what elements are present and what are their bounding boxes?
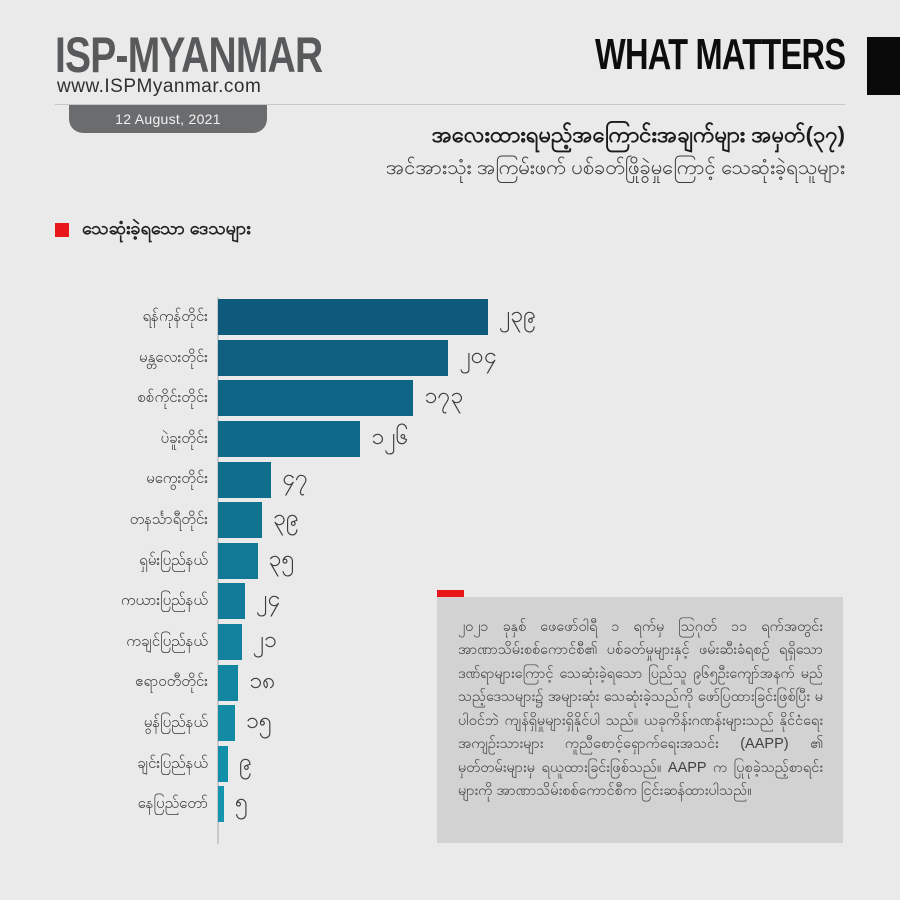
deaths-by-region-bar-chart: ရန်ကုန်တိုင်း ၂၃၉မန္တလေးတိုင်း ၂၀၄စစ်ကိုင်… xyxy=(55,297,675,844)
region-bar xyxy=(218,380,414,417)
chart-row-5: တနင်္သာရီတိုင်း ၃၉ xyxy=(55,500,675,541)
bar-track: ၉ xyxy=(218,745,675,782)
region-bar xyxy=(218,705,235,742)
region-label: ပဲခူးတိုင်း xyxy=(160,429,208,447)
region-label: စစ်ကိုင်းတိုင်း xyxy=(137,389,208,407)
chart-row-8: ကချင်ပြည်နယ် ၂၁ xyxy=(55,622,675,663)
chart-row-11: ချင်းပြည်နယ် ၉ xyxy=(55,744,675,785)
bar-track: ၅ xyxy=(218,786,675,823)
chart-row-9: ဧရာဝတီတိုင်း ၁၈ xyxy=(55,662,675,703)
region-label: ရှမ်းပြည်နယ် xyxy=(139,551,208,569)
region-bar xyxy=(218,299,488,336)
chart-row-7: ကယားပြည်နယ် ၂၄ xyxy=(55,581,675,622)
note-accent-bar xyxy=(437,590,464,597)
bar-track: ၂၃၉ xyxy=(218,299,675,336)
bar-track: ၂၀၄ xyxy=(218,339,675,376)
region-label: ကယားပြည်နယ် xyxy=(120,592,208,610)
isp-myanmar-logo: ISP-MYANMAR xyxy=(55,27,323,83)
region-bar xyxy=(218,745,229,782)
bar-track: ၁၈ xyxy=(218,664,675,701)
death-count-value: ၁၅ xyxy=(245,707,272,734)
death-count-value: ၁၂၆ xyxy=(371,423,409,450)
region-label: နေပြည်တော် xyxy=(137,795,208,813)
chart-row-10: မွန်ပြည်နယ် ၁၅ xyxy=(55,703,675,744)
issue-title: အလေးထားရမည့်အကြောင်းအချက်များ အမှတ်(၃၇) xyxy=(431,122,845,147)
date-text: 12 August, 2021 xyxy=(115,111,221,127)
date-badge: 12 August, 2021 xyxy=(69,105,267,133)
region-bar xyxy=(218,339,449,376)
website-url: www.ISPMyanmar.com xyxy=(57,76,262,97)
chart-row-4: မကွေးတိုင်း ၄၇ xyxy=(55,459,675,500)
death-count-value: ၂၀၄ xyxy=(459,341,497,368)
header-divider xyxy=(55,104,845,105)
region-bar xyxy=(218,421,361,458)
region-bar xyxy=(218,786,224,823)
death-count-value: ၂၃၉ xyxy=(499,301,537,328)
chart-section-header: သေဆုံးခဲ့ရသော ဒေသများ xyxy=(55,216,251,243)
chart-row-12: နေပြည်တော် ၅ xyxy=(55,784,675,825)
chart-section-label: သေဆုံးခဲ့ရသော ဒေသများ xyxy=(82,218,251,238)
bar-track: ၁၅ xyxy=(218,705,675,742)
death-count-value: ၉ xyxy=(239,747,253,774)
region-bar xyxy=(218,624,242,661)
death-count-value: ၁၇၃ xyxy=(424,382,464,409)
chart-row-2: စစ်ကိုင်းတိုင်း ၁၇၃ xyxy=(55,378,675,419)
region-label: ရန်ကုန်တိုင်း xyxy=(142,308,208,326)
region-bar xyxy=(218,583,246,620)
region-label: ကချင်ပြည်နယ် xyxy=(126,632,208,650)
bar-track: ၃၉ xyxy=(218,502,675,539)
region-bar xyxy=(218,542,258,579)
bar-track: ၃၅ xyxy=(218,542,675,579)
chart-row-3: ပဲခူးတိုင်း ၁၂၆ xyxy=(55,419,675,460)
issue-subtitle: အင်အားသုံး အကြမ်းဖက် ပစ်ခတ်ဖြိုခွဲမှုကြေ… xyxy=(385,157,845,179)
red-square-bullet-icon xyxy=(55,222,69,237)
region-label: မန္တလေးတိုင်း xyxy=(138,348,208,366)
corner-tab-decoration xyxy=(867,37,900,95)
bar-track: ၁၇၃ xyxy=(218,380,675,417)
death-count-value: ၂၄ xyxy=(256,585,281,612)
region-bar xyxy=(218,664,239,701)
chart-row-6: ရှမ်းပြည်နယ် ၃၅ xyxy=(55,541,675,582)
chart-row-0: ရန်ကုန်တိုင်း ၂၃၉ xyxy=(55,297,675,338)
death-count-value: ၃၉ xyxy=(273,504,299,531)
bar-track: ၁၂၆ xyxy=(218,421,675,458)
death-count-value: ၅ xyxy=(235,788,248,815)
methodology-note-box: ၂၀၂၁ ခုနှစ် ဖေဖော်ဝါရီ ၁ ရက်မှ သြဂုတ် ၁၁… xyxy=(437,590,843,843)
region-label: တနင်္သာရီတိုင်း xyxy=(129,511,208,529)
region-bar xyxy=(218,502,263,539)
death-count-value: ၂၁ xyxy=(252,626,277,653)
bar-track: ၂၄ xyxy=(218,583,675,620)
death-count-value: ၁၈ xyxy=(249,666,276,693)
death-count-value: ၄၇ xyxy=(282,463,308,490)
bar-track: ၄၇ xyxy=(218,461,675,498)
methodology-note-text: ၂၀၂၁ ခုနှစ် ဖေဖော်ဝါရီ ၁ ရက်မှ သြဂုတ် ၁၁… xyxy=(458,619,823,800)
region-bar xyxy=(218,461,272,498)
region-label: မကွေးတိုင်း xyxy=(146,470,208,488)
region-label: မွန်ပြည်နယ် xyxy=(143,713,208,731)
chart-axis-line xyxy=(217,297,219,844)
region-label: ဧရာဝတီတိုင်း xyxy=(135,673,208,691)
what-matters-title: WHAT MATTERS xyxy=(594,30,846,79)
death-count-value: ၃၅ xyxy=(268,544,295,571)
bar-track: ၂၁ xyxy=(218,624,675,661)
title-block: အလေးထားရမည့်အကြောင်းအချက်များ အမှတ်(၃၇) … xyxy=(386,118,845,183)
region-label: ချင်းပြည်နယ် xyxy=(137,754,208,772)
chart-row-1: မန္တလေးတိုင်း ၂၀၄ xyxy=(55,338,675,379)
